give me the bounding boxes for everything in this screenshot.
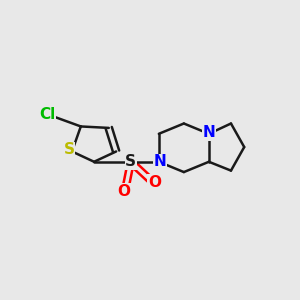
- Text: S: S: [125, 154, 136, 169]
- Text: N: N: [154, 154, 167, 169]
- Text: Cl: Cl: [39, 107, 55, 122]
- Text: N: N: [202, 125, 215, 140]
- Text: S: S: [64, 142, 74, 158]
- Text: O: O: [148, 175, 161, 190]
- Text: O: O: [117, 184, 130, 199]
